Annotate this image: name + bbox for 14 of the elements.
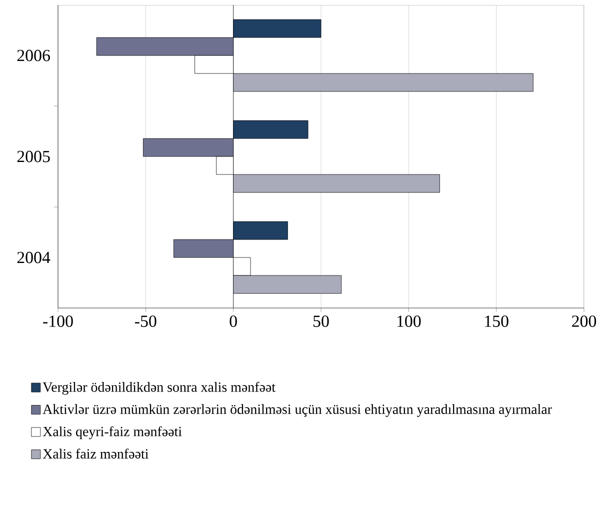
y-tick-label: 2005 bbox=[17, 150, 50, 162]
legend-label: Xalis qeyri-faiz mənfəəti bbox=[42, 426, 182, 440]
x-tick-label: 100 bbox=[397, 316, 421, 327]
legend-label: Vergilər ödənildikdən sonra xalis mənfəət bbox=[42, 382, 276, 395]
y-tick-label: 2004 bbox=[17, 252, 50, 264]
x-tick-label: -100 bbox=[43, 316, 73, 327]
x-tick-label: 50 bbox=[314, 316, 329, 327]
legend-label: Xalis faiz mənfəəti bbox=[42, 448, 148, 459]
x-tick-label: 200 bbox=[572, 316, 596, 327]
x-tick-label: 150 bbox=[485, 316, 508, 327]
legend-label: Aktivlər üzrə mümkün zərərlərin ödənilməsi uçün xüsusi ehtiyatın yaradılmasına ayırmalar bbox=[42, 404, 552, 417]
x-tick-label: -50 bbox=[135, 316, 156, 327]
x-tick-label: 0 bbox=[230, 316, 237, 327]
y-tick-label: 2006 bbox=[17, 50, 50, 62]
